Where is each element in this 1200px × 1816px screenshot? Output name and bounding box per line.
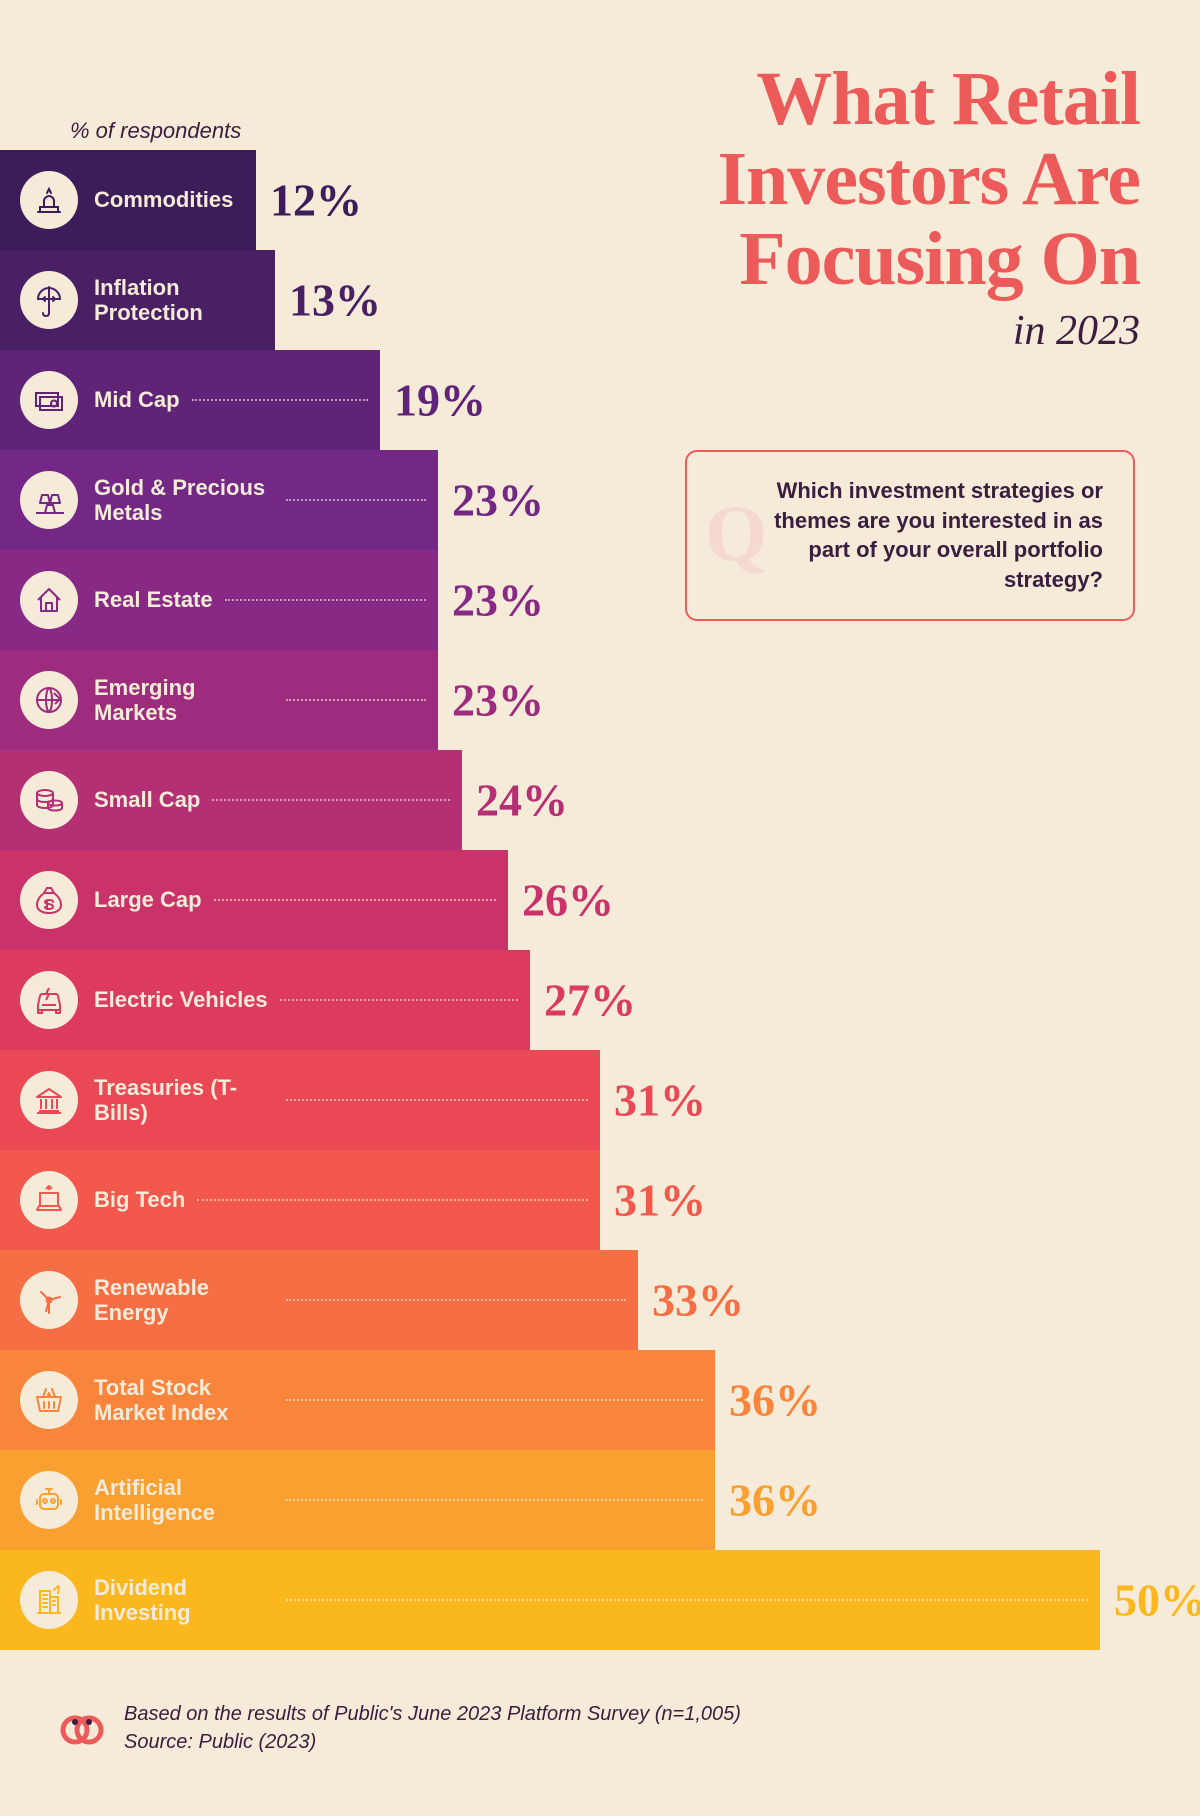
bar: Total Stock Market Index [0, 1350, 715, 1450]
bar-label: Electric Vehicles [94, 987, 268, 1012]
bar: Big Tech [0, 1150, 600, 1250]
bar-row: Commodities 12% [0, 150, 1100, 250]
bar-value: 23% [452, 474, 544, 527]
bar: Small Cap [0, 750, 462, 850]
bar: Electric Vehicles [0, 950, 530, 1050]
house-icon [20, 571, 78, 629]
wind-icon [20, 1271, 78, 1329]
bar-value: 24% [476, 774, 568, 827]
bar-row: Big Tech 31% [0, 1150, 1100, 1250]
bar-label: Commodities [94, 187, 233, 212]
bar-dots [286, 1399, 703, 1401]
bar-row: Small Cap 24% [0, 750, 1100, 850]
bar-label: Total Stock Market Index [94, 1375, 274, 1426]
bar-dots [286, 1299, 626, 1301]
bar-label: Large Cap [94, 887, 202, 912]
bar-value: 27% [544, 974, 636, 1027]
building-icon [20, 1571, 78, 1629]
bar-row: Total Stock Market Index 36% [0, 1350, 1100, 1450]
robot-icon [20, 1471, 78, 1529]
bar: Artificial Intelligence [0, 1450, 715, 1550]
footer-line2: Source: Public (2023) [124, 1728, 741, 1756]
footer-line1: Based on the results of Public's June 20… [124, 1700, 741, 1728]
bar-label: Small Cap [94, 787, 200, 812]
gold-icon [20, 471, 78, 529]
globe-icon [20, 671, 78, 729]
bar-value: 50% [1114, 1574, 1200, 1627]
bar-label: Treasuries (T-Bills) [94, 1075, 274, 1126]
footer: Based on the results of Public's June 20… [60, 1700, 741, 1756]
bar-row: Dividend Investing50% [0, 1550, 1100, 1650]
bar: Commodities [0, 150, 256, 250]
bar-value: 23% [452, 674, 544, 727]
umbrella-icon [20, 271, 78, 329]
bar-value: 23% [452, 574, 544, 627]
bar-row: Treasuries (T-Bills) 31% [0, 1050, 1100, 1150]
bar: Gold & Precious Metals [0, 450, 438, 550]
bar-row: Mid Cap 19% [0, 350, 1100, 450]
bar-dots [286, 1599, 1088, 1601]
bar: Treasuries (T-Bills) [0, 1050, 600, 1150]
bar-dots [286, 1499, 703, 1501]
source-logo-icon [60, 1706, 104, 1750]
question-text: Which investment strategies or themes ar… [717, 476, 1103, 595]
bar-label: Real Estate [94, 587, 213, 612]
bar: Large Cap [0, 850, 508, 950]
bar-value: 33% [652, 1274, 744, 1327]
bar-row: Large Cap 26% [0, 850, 1100, 950]
bar-dots [197, 1199, 588, 1201]
bar-value: 19% [394, 374, 486, 427]
bar-label: Mid Cap [94, 387, 180, 412]
bar-row: Artificial Intelligence 36% [0, 1450, 1100, 1550]
bar-value: 31% [614, 1174, 706, 1227]
bank-icon [20, 1071, 78, 1129]
bar-label: Gold & Precious Metals [94, 475, 274, 526]
bar: Real Estate [0, 550, 438, 650]
bar-dots [286, 699, 426, 701]
bar-label: Emerging Markets [94, 675, 274, 726]
bar-dots [286, 1099, 588, 1101]
bar-row: Inflation Protection 13% [0, 250, 1100, 350]
bar-dots [286, 499, 426, 501]
bar: Inflation Protection [0, 250, 275, 350]
bar: Renewable Energy [0, 1250, 638, 1350]
bar-value: 36% [729, 1374, 821, 1427]
axis-label: % of respondents [70, 118, 241, 144]
commodities-icon [20, 171, 78, 229]
bar-label: Artificial Intelligence [94, 1475, 274, 1526]
bar-dots [280, 999, 518, 1001]
cash-icon [20, 371, 78, 429]
bar-row: Electric Vehicles 27% [0, 950, 1100, 1050]
coins-icon [20, 771, 78, 829]
bar-chart: Commodities 12% Inflation Protection 13% Mid… [0, 150, 1100, 1650]
bar-row: Renewable Energy 33% [0, 1250, 1100, 1350]
bar-dots [192, 399, 368, 401]
bar-value: 12% [270, 174, 362, 227]
bar-label: Inflation Protection [94, 275, 251, 326]
bar: Emerging Markets [0, 650, 438, 750]
bar-row: Emerging Markets 23% [0, 650, 1100, 750]
basket-icon [20, 1371, 78, 1429]
bar-value: 13% [289, 274, 381, 327]
moneybag-icon [20, 871, 78, 929]
laptop-icon [20, 1171, 78, 1229]
bar-value: 31% [614, 1074, 706, 1127]
footer-text: Based on the results of Public's June 20… [124, 1700, 741, 1756]
bar-value: 36% [729, 1474, 821, 1527]
bar-label: Dividend Investing [94, 1575, 274, 1626]
bar-dots [212, 799, 450, 801]
bar-dots [225, 599, 426, 601]
bar-value: 26% [522, 874, 614, 927]
bar: Mid Cap [0, 350, 380, 450]
bar-label: Big Tech [94, 1187, 185, 1212]
ev-icon [20, 971, 78, 1029]
bar-dots [214, 899, 496, 901]
bar-label: Renewable Energy [94, 1275, 274, 1326]
bar: Dividend Investing [0, 1550, 1100, 1650]
